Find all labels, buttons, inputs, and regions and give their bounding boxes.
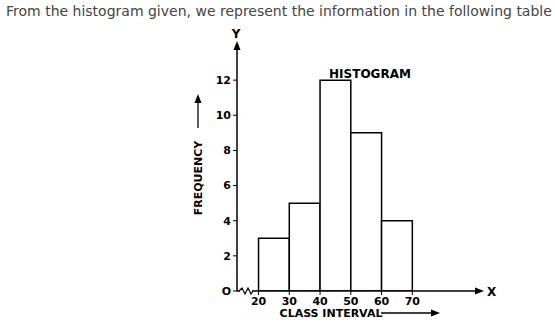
svg-text:FREQUENCY: FREQUENCY	[192, 140, 205, 216]
svg-text:10: 10	[216, 109, 232, 122]
svg-text:20: 20	[251, 295, 267, 308]
svg-text:8: 8	[223, 144, 231, 157]
svg-text:HISTOGRAM: HISTOGRAM	[329, 67, 411, 81]
svg-text:2: 2	[223, 250, 231, 263]
svg-text:CLASS INTERVAL: CLASS INTERVAL	[280, 307, 383, 320]
svg-text:40: 40	[312, 295, 328, 308]
svg-text:O: O	[222, 285, 231, 298]
svg-text:X: X	[487, 285, 497, 299]
svg-text:4: 4	[223, 215, 231, 228]
svg-text:60: 60	[374, 295, 390, 308]
svg-text:Y: Y	[231, 27, 241, 41]
svg-text:50: 50	[343, 295, 359, 308]
svg-text:12: 12	[216, 74, 231, 87]
svg-text:6: 6	[223, 179, 231, 192]
svg-text:30: 30	[282, 295, 298, 308]
svg-text:70: 70	[405, 295, 421, 308]
